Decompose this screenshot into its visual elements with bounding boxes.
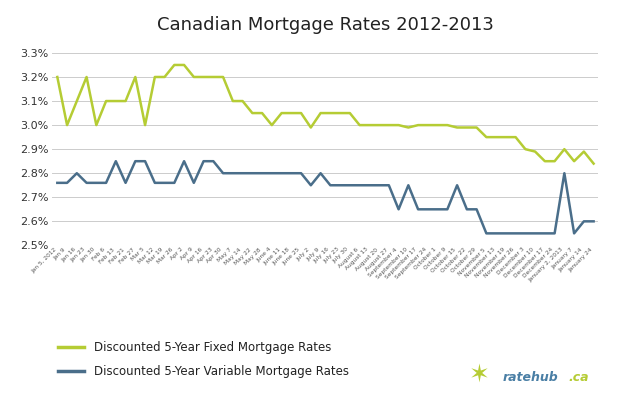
Text: ratehub: ratehub: [503, 371, 558, 384]
Text: .ca: .ca: [569, 371, 589, 384]
Text: ✶: ✶: [469, 362, 490, 387]
Legend: Discounted 5-Year Fixed Mortgage Rates, Discounted 5-Year Variable Mortgage Rate: Discounted 5-Year Fixed Mortgage Rates, …: [59, 341, 349, 378]
Title: Canadian Mortgage Rates 2012-2013: Canadian Mortgage Rates 2012-2013: [157, 16, 494, 34]
